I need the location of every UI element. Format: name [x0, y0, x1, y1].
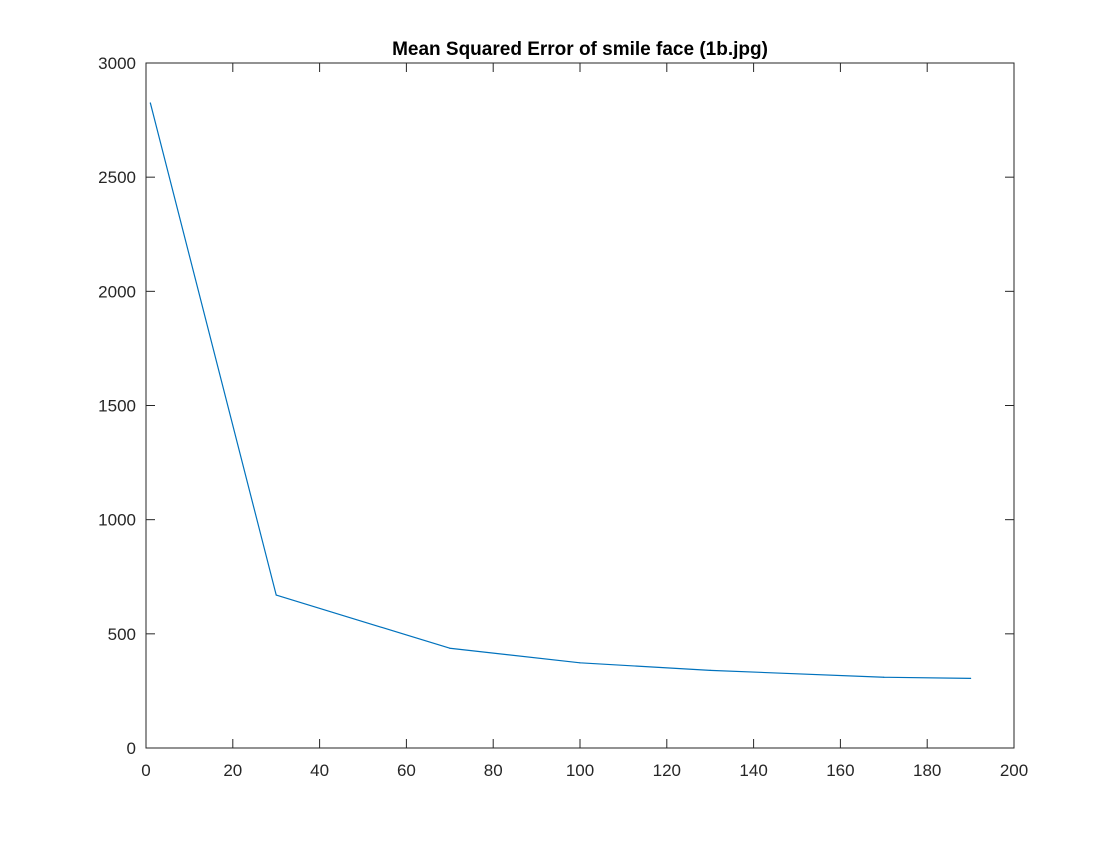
x-tick-label: 80: [484, 761, 503, 780]
x-tick-label: 180: [913, 761, 941, 780]
chart-title: Mean Squared Error of smile face (1b.jpg…: [392, 39, 768, 60]
x-tick-label: 100: [566, 761, 594, 780]
data-point: [275, 594, 277, 596]
x-tick-label: 140: [739, 761, 767, 780]
x-tick-label: 160: [826, 761, 854, 780]
y-tick-label: 0: [127, 739, 136, 758]
y-tick-label: 1000: [98, 511, 136, 530]
x-tick-label: 200: [1000, 761, 1028, 780]
x-tick-label: 40: [310, 761, 329, 780]
x-tick-label: 20: [223, 761, 242, 780]
y-tick-label: 2000: [98, 282, 136, 301]
data-series: [149, 102, 972, 679]
y-tick-label: 3000: [98, 54, 136, 73]
x-tick-label: 0: [141, 761, 150, 780]
y-tick-label: 1500: [98, 397, 136, 416]
data-point: [149, 102, 151, 104]
axis-ticks: 0 20 40 60 80 100 120 140 160 180 2000500100015002…: [98, 54, 1028, 780]
data-point: [449, 647, 451, 649]
axes-box: [145, 62, 1015, 749]
x-tick-label: 60: [397, 761, 416, 780]
x-tick-label: 120: [653, 761, 681, 780]
data-point: [883, 676, 885, 678]
y-tick-label: 2500: [98, 168, 136, 187]
data-point: [709, 669, 711, 671]
plot-area: [146, 63, 1014, 748]
y-tick-label: 500: [108, 625, 136, 644]
data-point: [970, 677, 972, 679]
data-point: [579, 662, 581, 664]
